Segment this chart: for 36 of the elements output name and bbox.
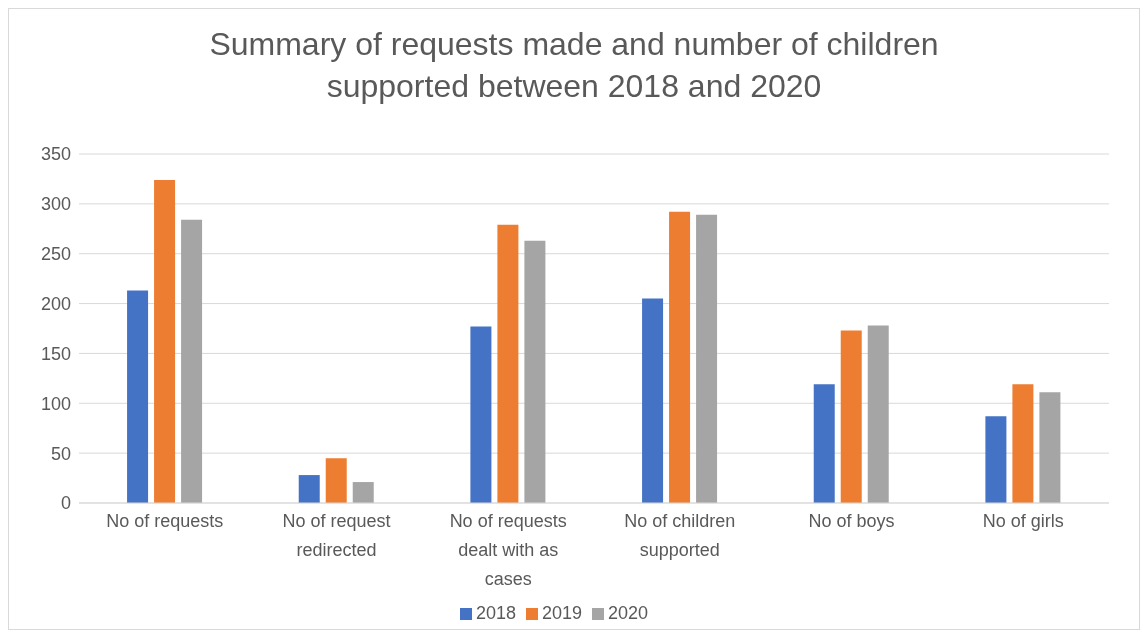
bar — [181, 219, 203, 503]
y-tick-label: 250 — [40, 244, 71, 265]
bar — [669, 211, 691, 503]
x-tick-label: No of children supported — [624, 511, 736, 560]
bar — [813, 384, 835, 503]
y-tick-label: 350 — [40, 144, 71, 165]
x-tick-label: No of request redirected — [282, 511, 391, 560]
bar — [524, 240, 546, 503]
bar — [840, 330, 862, 503]
bar — [154, 179, 176, 503]
legend-label: 2019 — [541, 603, 583, 623]
bar — [642, 298, 664, 503]
y-tick-label: 0 — [60, 493, 71, 514]
x-tick-label: No of boys — [808, 511, 895, 531]
bar — [1039, 392, 1061, 503]
y-tick-label: 100 — [40, 393, 71, 414]
bar — [867, 325, 889, 503]
chart-title: Summary of requests made and number of children supported between 2018 and 2020 — [208, 25, 940, 106]
bar — [298, 475, 320, 503]
bar — [325, 458, 347, 503]
bar — [470, 326, 492, 503]
x-tick-label: No of girls — [982, 511, 1064, 531]
legend-label: 2018 — [475, 603, 516, 623]
bar — [497, 224, 519, 503]
bar — [696, 214, 718, 503]
y-tick-label: 300 — [40, 194, 71, 215]
x-tick-label: No of requests dealt with as cases — [449, 511, 567, 589]
bar — [985, 416, 1007, 503]
bar — [352, 482, 374, 503]
legend-label: 2020 — [608, 603, 649, 623]
y-tick-label: 200 — [40, 293, 71, 314]
y-tick-label: 150 — [40, 343, 71, 364]
x-tick-label: No of requests — [106, 511, 224, 531]
bar — [127, 290, 149, 503]
bar — [1012, 384, 1034, 503]
y-tick-label: 50 — [50, 443, 71, 464]
